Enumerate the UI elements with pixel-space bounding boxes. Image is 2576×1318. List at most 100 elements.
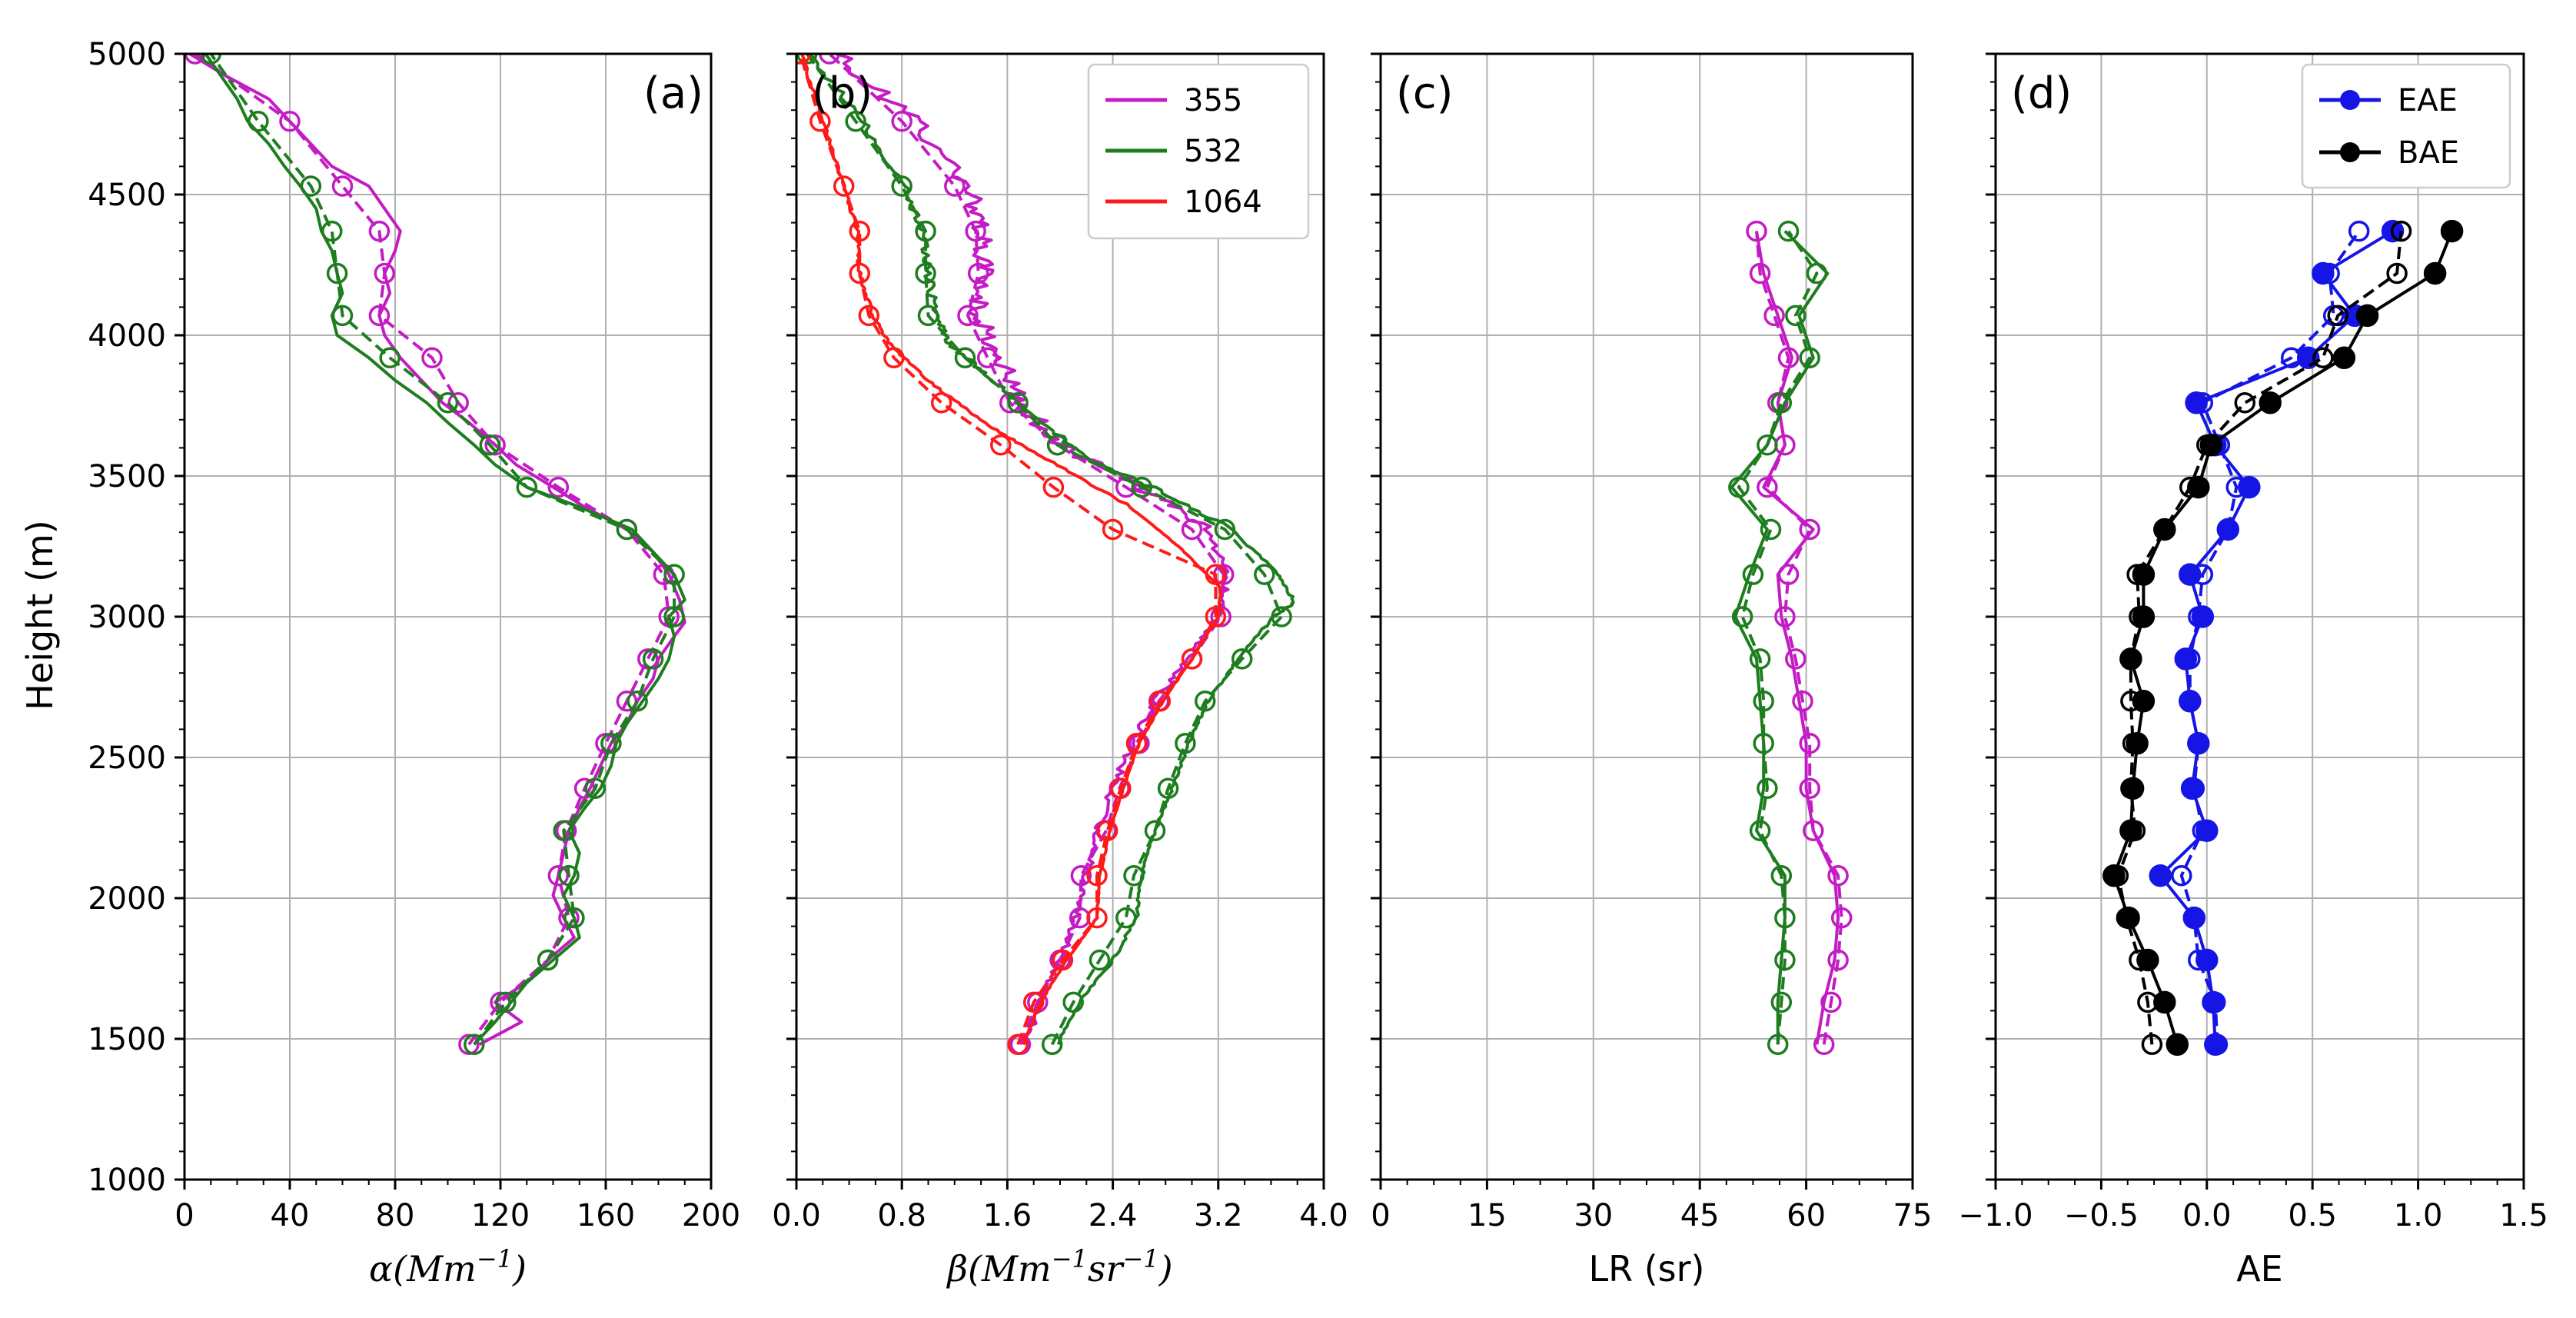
y-tick-label: 2000	[88, 881, 166, 917]
series-355-marker	[1181, 518, 1203, 541]
series-BAE-marker	[2332, 346, 2356, 370]
series-BAE-marker	[2116, 907, 2138, 929]
series-1064-marker	[1205, 606, 1227, 627]
series-532-marker	[537, 949, 559, 971]
series-355-marker	[1799, 518, 1820, 541]
series-EAE-marker	[2206, 1033, 2229, 1056]
series-1064-marker	[1022, 991, 1045, 1013]
series-EAE-marker	[2192, 820, 2214, 841]
series-1064-marker	[1110, 777, 1132, 800]
series-532-marker	[616, 518, 638, 541]
series-1064-marker	[1086, 907, 1108, 929]
series-532-marker	[1194, 691, 1216, 712]
x-axis-label-part: (	[968, 1248, 982, 1290]
series-355-marker	[1757, 476, 1778, 498]
series-EAE-marker	[2171, 864, 2192, 887]
series-355-marker	[1070, 864, 1092, 887]
legend-label-BAE: BAE	[2398, 135, 2459, 171]
series-EAE-marker	[2188, 732, 2209, 754]
x-axis-label: AE	[2236, 1248, 2283, 1290]
series-355-marker	[819, 54, 840, 65]
x-tick-label: 200	[682, 1198, 740, 1233]
series-1064-marker	[833, 175, 855, 197]
series-355-marker	[1827, 864, 1849, 887]
series-EAE-marker	[2185, 391, 2208, 414]
series-355-marker	[957, 305, 979, 327]
x-tick-label: 120	[471, 1198, 530, 1233]
series-EAE-marker	[2280, 347, 2302, 369]
series-355-dashed-line	[1755, 231, 1843, 1045]
series-532-marker	[479, 434, 501, 456]
series-EAE-marker	[2318, 262, 2340, 285]
series-532-marker	[1157, 777, 1179, 800]
x-tick-label: 0.0	[772, 1198, 821, 1233]
series-BAE-marker	[2312, 347, 2334, 369]
series-532-marker	[1757, 777, 1778, 800]
x-axis-label-part: Mm	[406, 1248, 477, 1290]
series-BAE-marker	[2107, 864, 2129, 887]
series-532-marker	[1760, 518, 1782, 541]
series-532-marker	[1777, 220, 1800, 242]
series-532-marker	[1785, 305, 1807, 327]
series-355-marker	[1777, 347, 1800, 369]
series-355-marker	[1799, 732, 1820, 754]
series-532-marker	[915, 262, 936, 285]
series-1064-marker	[849, 220, 871, 242]
plot-area-c	[1728, 220, 1853, 1056]
series-532-marker	[1742, 564, 1764, 585]
series-355-dashed-line	[194, 54, 671, 1046]
series-532-marker	[1254, 564, 1275, 585]
series-BAE-marker	[2126, 564, 2148, 585]
series-355-marker	[1803, 820, 1824, 841]
series-EAE-marker	[2183, 907, 2205, 929]
y-tick-label: 1000	[88, 1163, 166, 1198]
series-532-marker	[1728, 476, 1750, 498]
series-532-marker	[326, 262, 348, 285]
series-532-marker	[200, 54, 222, 65]
series-1064-marker	[1042, 476, 1065, 498]
series-532-marker	[1007, 392, 1029, 414]
series-1064-marker	[1096, 820, 1118, 841]
series-532-marker	[1774, 949, 1796, 971]
series-355-marker	[547, 476, 570, 498]
x-axis-label: β(Mm−1sr−1)	[946, 1244, 1172, 1290]
series-BAE-marker	[2153, 990, 2176, 1014]
y-axis-label: Height (m)	[19, 520, 61, 710]
series-532-marker	[1757, 434, 1778, 456]
series-532-marker	[1770, 392, 1793, 414]
series-355-marker	[1785, 648, 1807, 670]
series-BAE-marker	[2120, 777, 2142, 800]
series-BAE-marker	[2122, 732, 2144, 754]
series-532-marker	[1144, 820, 1166, 841]
series-1064-marker	[1149, 691, 1172, 712]
x-axis-label-part: β	[946, 1248, 968, 1290]
series-532-marker	[1214, 518, 1236, 541]
series-355-marker	[484, 434, 506, 456]
series-355-marker	[279, 111, 301, 132]
series-532-marker	[891, 175, 912, 197]
panel-tag-d: (d)	[2011, 68, 2072, 118]
legend-marker-EAE	[2340, 90, 2360, 110]
series-1064-marker	[990, 434, 1012, 456]
series-532-marker	[1131, 476, 1153, 498]
series-1064-marker	[1205, 564, 1227, 585]
series-355-marker	[1774, 606, 1796, 627]
series-EAE-marker	[2225, 476, 2248, 498]
series-355-marker	[1827, 949, 1849, 971]
series-532-marker	[845, 111, 866, 132]
series-532-marker	[600, 732, 622, 754]
series-532-marker	[321, 220, 343, 242]
legend-box	[1087, 63, 1310, 240]
series-355-marker	[458, 1033, 480, 1056]
series-532-marker	[516, 476, 538, 498]
x-tick-label: 2.4	[1089, 1198, 1138, 1233]
y-tick-label: 4500	[88, 178, 166, 213]
series-BAE-marker	[2355, 304, 2379, 328]
series-EAE-marker	[2179, 691, 2201, 712]
series-532-marker	[1806, 262, 1828, 285]
series-BAE-marker	[2196, 434, 2218, 456]
series-BAE-marker	[2234, 392, 2256, 414]
x-axis-label-part: sr	[1088, 1248, 1125, 1290]
series-532-marker	[1753, 732, 1774, 754]
series-355-marker	[374, 262, 396, 285]
